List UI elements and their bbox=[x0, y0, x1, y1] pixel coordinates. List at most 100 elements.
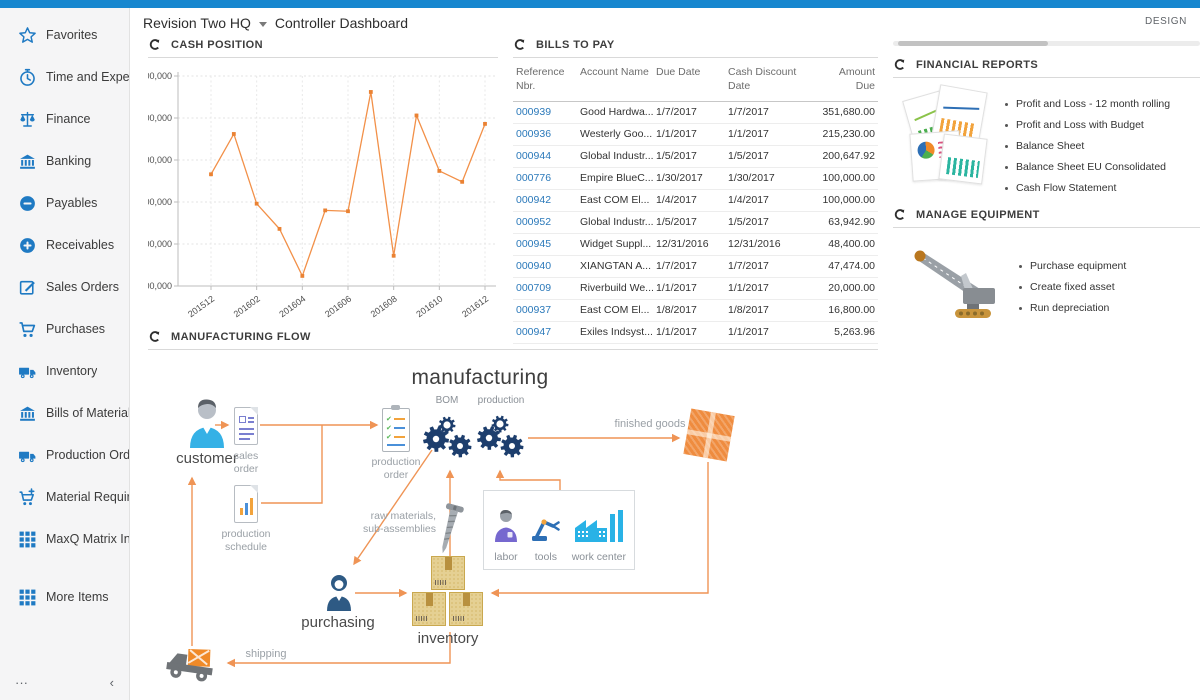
panel-title: BILLS TO PAY bbox=[536, 38, 615, 51]
reference-link[interactable]: 000945 bbox=[513, 233, 577, 257]
refresh-icon[interactable] bbox=[513, 38, 526, 51]
table-row[interactable]: 000944 Global Industr... 1/5/2017 1/5/2017 2… bbox=[513, 145, 878, 169]
design-button[interactable]: DESIGN bbox=[1145, 16, 1187, 27]
reference-link[interactable]: 000947 bbox=[513, 321, 577, 345]
sidebar-item-banking[interactable]: Banking bbox=[0, 140, 129, 182]
reference-link[interactable]: 000952 bbox=[513, 211, 577, 235]
sidebar-item-payables[interactable]: Payables bbox=[0, 182, 129, 224]
refresh-icon[interactable] bbox=[893, 58, 906, 71]
equipment-link-create-fixed-asset[interactable]: Create fixed asset bbox=[1019, 281, 1126, 293]
sidebar-item-inventory[interactable]: Inventory bbox=[0, 350, 129, 392]
reference-link[interactable]: 000937 bbox=[516, 304, 552, 317]
company-selector[interactable]: Revision Two HQ bbox=[143, 15, 251, 31]
reference-link[interactable]: 000942 bbox=[516, 194, 552, 207]
table-cell: 1/5/2017 bbox=[653, 211, 725, 235]
cash-position-panel: CASH POSITION 65,000,000 64,500,000 64,000… bbox=[127, 38, 498, 325]
sidebar-item-maxq-matrix-invent[interactable]: MaxQ Matrix Invent... bbox=[0, 518, 129, 560]
sidebar-item-favorites[interactable]: Favorites bbox=[0, 14, 129, 56]
reference-link[interactable]: 000944 bbox=[516, 150, 552, 163]
reference-link[interactable]: 000939 bbox=[516, 106, 552, 119]
sidebar-item-label: Sales Orders bbox=[46, 280, 119, 294]
report-link-profit-and-loss-12-month-rolling[interactable]: Profit and Loss - 12 month rolling bbox=[1005, 98, 1170, 110]
bullet-icon bbox=[1019, 264, 1022, 268]
column-header-due-date[interactable]: Due Date bbox=[653, 60, 725, 103]
table-row[interactable]: 000936 Westerly Goo... 1/1/2017 1/1/2017 215… bbox=[513, 123, 878, 147]
sidebar-collapse-button[interactable]: ‹ bbox=[109, 674, 114, 690]
reference-link[interactable]: 000937 bbox=[513, 299, 577, 323]
plus-circle-icon bbox=[18, 236, 37, 255]
table-row[interactable]: 000940 XIANGTAN A... 1/7/2017 1/7/2017 47,47… bbox=[513, 255, 878, 279]
table-row[interactable]: 000947 Exiles Indsyst... 1/1/2017 1/1/2017 5… bbox=[513, 321, 878, 345]
reference-link[interactable]: 000944 bbox=[513, 145, 577, 169]
table-cell: 1/30/2017 bbox=[653, 167, 725, 191]
reference-link[interactable]: 000936 bbox=[516, 128, 552, 141]
equipment-link-run-depreciation[interactable]: Run depreciation bbox=[1019, 302, 1126, 314]
refresh-icon[interactable] bbox=[148, 330, 161, 343]
sidebar-item-finance[interactable]: Finance bbox=[0, 98, 129, 140]
screw-icon bbox=[429, 502, 467, 565]
reference-link[interactable]: 000940 bbox=[516, 260, 552, 273]
table-row[interactable]: 000952 Global Industr... 1/5/2017 1/5/2017 6… bbox=[513, 211, 878, 235]
sidebar-item-label: MaxQ Matrix Invent... bbox=[46, 532, 129, 546]
reference-link[interactable]: 000776 bbox=[516, 172, 552, 185]
reference-link[interactable]: 000940 bbox=[513, 255, 577, 279]
sidebar-item-time-and-expenses[interactable]: Time and Expenses bbox=[0, 56, 129, 98]
manage-equipment-list: Purchase equipment Create fixed asset Run … bbox=[1019, 260, 1126, 323]
sidebar-item-material-requirem[interactable]: Material Requirem... bbox=[0, 476, 129, 518]
reference-link[interactable]: 000776 bbox=[513, 167, 577, 191]
grid-icon bbox=[18, 588, 37, 607]
table-row[interactable]: 000709 Riverbuild We... 1/1/2017 1/1/2017 20… bbox=[513, 277, 878, 301]
reference-link[interactable]: 000945 bbox=[516, 238, 552, 251]
inventory-box-icon bbox=[449, 592, 483, 626]
sidebar-item-production-orders[interactable]: Production Orders bbox=[0, 434, 129, 476]
table-row[interactable]: 000942 East COM El... 1/4/2017 1/4/2017 100,… bbox=[513, 189, 878, 213]
svg-text:201606: 201606 bbox=[323, 294, 353, 320]
sidebar-item-purchases[interactable]: Purchases bbox=[0, 308, 129, 350]
reference-link[interactable]: 000709 bbox=[513, 277, 577, 301]
column-header-amount-due[interactable]: Amount Due bbox=[817, 60, 878, 103]
report-link-balance-sheet-eu-consolidated[interactable]: Balance Sheet EU Consolidated bbox=[1005, 161, 1170, 173]
sidebar-more-options-button[interactable]: ··· bbox=[15, 674, 28, 690]
reference-link[interactable]: 000709 bbox=[516, 282, 552, 295]
bullet-icon bbox=[1005, 102, 1008, 106]
reference-link[interactable]: 000947 bbox=[516, 326, 552, 339]
svg-text:64,500,000: 64,500,000 bbox=[148, 113, 172, 123]
truck-icon bbox=[18, 446, 37, 465]
table-row[interactable]: 000939 Good Hardwa... 1/7/2017 1/7/2017 351,… bbox=[513, 101, 878, 125]
report-link-balance-sheet[interactable]: Balance Sheet bbox=[1005, 140, 1170, 152]
right-column-scrollbar[interactable] bbox=[893, 41, 1200, 46]
sales-order-icon bbox=[234, 407, 258, 445]
table-cell: Widget Suppl... bbox=[577, 233, 653, 257]
production-label: production bbox=[477, 395, 525, 406]
table-row[interactable]: 000937 East COM El... 1/8/2017 1/8/2017 16,8… bbox=[513, 299, 878, 323]
table-cell: 1/1/2017 bbox=[653, 123, 725, 147]
sidebar-item-more-items[interactable]: More Items bbox=[0, 576, 129, 618]
column-header-cash-discount-date[interactable]: Cash Discount Date bbox=[725, 60, 817, 103]
column-header-account-name[interactable]: Account Name bbox=[577, 60, 653, 103]
reference-link[interactable]: 000939 bbox=[513, 101, 577, 125]
scrollbar-thumb[interactable] bbox=[898, 41, 1048, 46]
table-cell: Exiles Indsyst... bbox=[577, 321, 653, 345]
reference-link[interactable]: 000936 bbox=[513, 123, 577, 147]
sidebar-item-sales-orders[interactable]: Sales Orders bbox=[0, 266, 129, 308]
table-row[interactable]: 000945 Widget Suppl... 12/31/2016 12/31/201… bbox=[513, 233, 878, 257]
report-link-profit-and-loss-with-budget[interactable]: Profit and Loss with Budget bbox=[1005, 119, 1170, 131]
bom-label: BOM bbox=[435, 395, 459, 406]
table-cell: East COM El... bbox=[577, 189, 653, 213]
report-link-cash-flow-statement[interactable]: Cash Flow Statement bbox=[1005, 182, 1170, 194]
production-order-icon: ✔ ✔ ✔ bbox=[382, 405, 410, 452]
column-header-reference-nbr[interactable]: Reference Nbr. bbox=[513, 60, 577, 103]
chevron-down-icon[interactable] bbox=[258, 21, 267, 27]
table-cell: 1/7/2017 bbox=[725, 255, 817, 279]
sidebar-item-receivables[interactable]: Receivables bbox=[0, 224, 129, 266]
table-cell: 12/31/2016 bbox=[725, 233, 817, 257]
reference-link[interactable]: 000942 bbox=[513, 189, 577, 213]
table-row[interactable]: 000776 Empire BlueC... 1/30/2017 1/30/2017 1… bbox=[513, 167, 878, 191]
equipment-link-purchase-equipment[interactable]: Purchase equipment bbox=[1019, 260, 1126, 272]
refresh-icon[interactable] bbox=[893, 208, 906, 221]
sidebar-item-label: Banking bbox=[46, 154, 92, 168]
reference-link[interactable]: 000952 bbox=[516, 216, 552, 229]
sidebar-item-bills-of-material[interactable]: Bills of Material bbox=[0, 392, 129, 434]
refresh-icon[interactable] bbox=[148, 38, 161, 51]
page-title: Controller Dashboard bbox=[274, 15, 408, 31]
